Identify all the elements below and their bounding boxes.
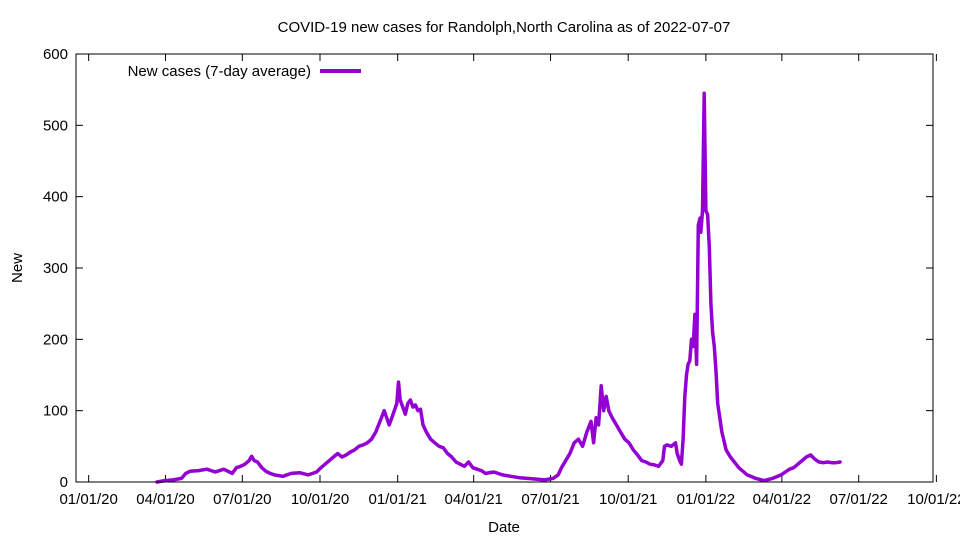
x-tick-label: 07/01/22 [830, 491, 888, 508]
y-tick-label: 0 [60, 474, 68, 491]
x-tick-label: 10/01/22 [907, 491, 960, 508]
legend-label: New cases (7-day average) [128, 63, 311, 80]
y-tick-label: 500 [43, 117, 68, 134]
y-tick-label: 300 [43, 260, 68, 277]
x-tick-label: 01/01/20 [59, 491, 117, 508]
y-tick-label: 400 [43, 189, 68, 206]
x-tick-label: 04/01/20 [136, 491, 194, 508]
x-tick-label: 04/01/21 [444, 491, 502, 508]
axis-ticks [76, 53, 937, 483]
x-tick-label: 01/01/22 [677, 491, 735, 508]
y-tick-label: 100 [43, 403, 68, 420]
plot-frame [75, 53, 934, 483]
y-tick-label: 200 [43, 331, 68, 348]
legend: New cases (7-day average) [128, 63, 361, 80]
tick-labels: 0 100 200 300 400 500 600 01/01/20 04/01/20 07/01… [43, 46, 960, 508]
series-layer [155, 91, 842, 484]
y-axis-label: New [9, 253, 26, 283]
x-tick-label: 10/01/21 [599, 491, 657, 508]
x-tick-label: 10/01/20 [291, 491, 349, 508]
x-tick-label: 01/01/21 [368, 491, 426, 508]
x-tick-label: 07/01/21 [521, 491, 579, 508]
y-tick-label: 600 [43, 46, 68, 63]
x-axis-label: Date [488, 519, 520, 536]
series-line-new-cases [155, 91, 842, 484]
x-tick-label: 04/01/22 [753, 491, 811, 508]
x-tick-label: 07/01/20 [213, 491, 271, 508]
chart-title: COVID-19 new cases for Randolph,North Ca… [278, 19, 731, 36]
